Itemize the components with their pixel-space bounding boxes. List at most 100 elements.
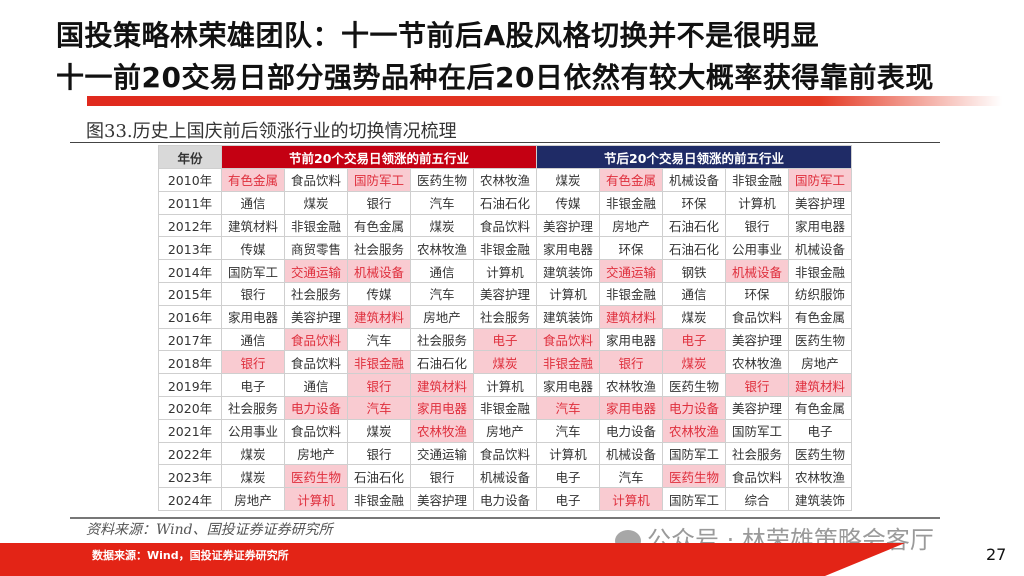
post-holiday-industry-cell: 机械设备 (725, 259, 789, 283)
post-holiday-industry-cell: 医药生物 (788, 327, 852, 352)
post-holiday-industry-cell: 石油石化 (662, 213, 726, 238)
pre-holiday-industry-cell: 美容护理 (284, 304, 348, 329)
post-holiday-industry-cell: 农林牧渔 (599, 373, 663, 397)
post-holiday-industry-cell: 农林牧渔 (725, 350, 789, 375)
pre-holiday-industry-cell: 银行 (347, 441, 411, 466)
post-holiday-industry-cell: 建筑装饰 (536, 259, 600, 283)
figure-caption: 图33.历史上国庆前后领涨行业的切换情况梳理 (86, 121, 457, 142)
post-holiday-industry-cell: 家用电器 (788, 213, 852, 238)
post-holiday-industry-cell: 有色金属 (788, 395, 852, 420)
post-holiday-industry-cell: 交通运输 (599, 259, 663, 283)
pre-holiday-industry-cell: 通信 (410, 259, 474, 283)
pre-holiday-industry-cell: 银行 (347, 190, 411, 215)
year-cell: 2010年 (158, 168, 222, 192)
table-row: 2011年 通信 煤炭 银行 汽车 石油石化 传媒 非银金融 环保 计算机 美容护理 (158, 190, 852, 215)
year-cell: 2015年 (158, 281, 222, 306)
year-cell: 2014年 (158, 259, 222, 283)
post-holiday-industry-cell: 环保 (725, 281, 789, 306)
year-cell: 2016年 (158, 304, 222, 329)
header-post-holiday: 节后20个交易日领涨的前五行业 (536, 145, 852, 169)
post-holiday-industry-cell: 非银金融 (599, 281, 663, 306)
pre-holiday-industry-cell: 煤炭 (347, 418, 411, 443)
post-holiday-industry-cell: 电子 (788, 418, 852, 443)
pre-holiday-industry-cell: 汽车 (410, 190, 474, 215)
post-holiday-industry-cell: 电子 (536, 487, 600, 511)
pre-holiday-industry-cell: 非银金融 (473, 395, 537, 420)
pre-holiday-industry-cell: 社会服务 (473, 304, 537, 329)
pre-holiday-industry-cell: 商贸零售 (284, 236, 348, 261)
post-holiday-industry-cell: 银行 (599, 350, 663, 375)
post-holiday-industry-cell: 家用电器 (599, 327, 663, 352)
pre-holiday-industry-cell: 煤炭 (221, 441, 285, 466)
pre-holiday-industry-cell: 通信 (284, 373, 348, 397)
pre-holiday-industry-cell: 医药生物 (410, 168, 474, 192)
table-row: 2024年 房地产 计算机 非银金融 美容护理 电力设备 电子 计算机 国防军工 综合 建筑装饰 (158, 487, 852, 511)
pre-holiday-industry-cell: 社会服务 (221, 395, 285, 420)
pre-holiday-industry-cell: 银行 (410, 464, 474, 489)
post-holiday-industry-cell: 计算机 (536, 441, 600, 466)
table-row: 2017年 通信 食品饮料 汽车 社会服务 电子 食品饮料 家用电器 电子 美容护理 医药生物 (158, 327, 852, 352)
pre-holiday-industry-cell: 煤炭 (221, 464, 285, 489)
pre-holiday-industry-cell: 食品饮料 (473, 213, 537, 238)
pre-holiday-industry-cell: 计算机 (473, 373, 537, 397)
post-holiday-industry-cell: 电子 (536, 464, 600, 489)
pre-holiday-industry-cell: 美容护理 (473, 281, 537, 306)
pre-holiday-industry-cell: 房地产 (284, 441, 348, 466)
post-holiday-industry-cell: 环保 (599, 236, 663, 261)
post-holiday-industry-cell: 医药生物 (788, 441, 852, 466)
post-holiday-industry-cell: 银行 (725, 373, 789, 397)
table-row: 2014年 国防军工 交通运输 机械设备 通信 计算机 建筑装饰 交通运输 钢铁 机械设备 非银金融 (158, 259, 852, 283)
post-holiday-industry-cell: 传媒 (536, 190, 600, 215)
post-holiday-industry-cell: 农林牧渔 (662, 418, 726, 443)
pre-holiday-industry-cell: 电力设备 (284, 395, 348, 420)
year-cell: 2022年 (158, 441, 222, 466)
table-row: 2012年 建筑材料 非银金融 有色金属 煤炭 食品饮料 美容护理 房地产 石油石化 银行 家用电器 (158, 213, 852, 238)
pre-holiday-industry-cell: 电子 (221, 373, 285, 397)
post-holiday-industry-cell: 建筑材料 (788, 373, 852, 397)
post-holiday-industry-cell: 计算机 (725, 190, 789, 215)
post-holiday-industry-cell: 国防军工 (788, 168, 852, 192)
post-holiday-industry-cell: 非银金融 (788, 259, 852, 283)
post-holiday-industry-cell: 电子 (662, 327, 726, 352)
pre-holiday-industry-cell: 电力设备 (473, 487, 537, 511)
slide-title-line-1: 国投策略林荣雄团队：十一节前后A股风格切换并不是很明显 (56, 19, 820, 52)
pre-holiday-industry-cell: 房地产 (221, 487, 285, 511)
industry-rotation-table: 年份 节前20个交易日领涨的前五行业 节后20个交易日领涨的前五行业 2010年… (158, 145, 852, 511)
post-holiday-industry-cell: 建筑装饰 (536, 304, 600, 329)
post-holiday-industry-cell: 建筑装饰 (788, 487, 852, 511)
pre-holiday-industry-cell: 房地产 (473, 418, 537, 443)
pre-holiday-industry-cell: 煤炭 (473, 350, 537, 375)
post-holiday-industry-cell: 计算机 (599, 487, 663, 511)
table-row: 2022年 煤炭 房地产 银行 交通运输 食品饮料 计算机 机械设备 国防军工 社会服务 医药生物 (158, 441, 852, 466)
post-holiday-industry-cell: 国防军工 (662, 487, 726, 511)
slide-title-line-2: 十一前20交易日部分强势品种在后20日依然有较大概率获得靠前表现 (56, 61, 934, 94)
pre-holiday-industry-cell: 农林牧渔 (410, 236, 474, 261)
post-holiday-industry-cell: 煤炭 (662, 304, 726, 329)
pre-holiday-industry-cell: 美容护理 (410, 487, 474, 511)
pre-holiday-industry-cell: 传媒 (347, 281, 411, 306)
pre-holiday-industry-cell: 电子 (473, 327, 537, 352)
pre-holiday-industry-cell: 家用电器 (221, 304, 285, 329)
post-holiday-industry-cell: 非银金融 (599, 190, 663, 215)
table-row: 2023年 煤炭 医药生物 石油石化 银行 机械设备 电子 汽车 医药生物 食品饮料 农林牧渔 (158, 464, 852, 489)
pre-holiday-industry-cell: 煤炭 (410, 213, 474, 238)
pre-holiday-industry-cell: 家用电器 (410, 395, 474, 420)
post-holiday-industry-cell: 家用电器 (536, 236, 600, 261)
year-cell: 2017年 (158, 327, 222, 352)
pre-holiday-industry-cell: 食品饮料 (284, 168, 348, 192)
pre-holiday-industry-cell: 食品饮料 (284, 350, 348, 375)
year-cell: 2021年 (158, 418, 222, 443)
pre-holiday-industry-cell: 非银金融 (347, 350, 411, 375)
post-holiday-industry-cell: 房地产 (599, 213, 663, 238)
post-holiday-industry-cell: 石油石化 (662, 236, 726, 261)
post-holiday-industry-cell: 银行 (725, 213, 789, 238)
pre-holiday-industry-cell: 社会服务 (347, 236, 411, 261)
post-holiday-industry-cell: 食品饮料 (536, 327, 600, 352)
table-row: 2018年 银行 食品饮料 非银金融 石油石化 煤炭 非银金融 银行 煤炭 农林牧渔 房地产 (158, 350, 852, 375)
post-holiday-industry-cell: 非银金融 (725, 168, 789, 192)
post-holiday-industry-cell: 美容护理 (725, 395, 789, 420)
table-row: 2021年 公用事业 食品饮料 煤炭 农林牧渔 房地产 汽车 电力设备 农林牧渔 国防军工 电子 (158, 418, 852, 443)
pre-holiday-industry-cell: 计算机 (473, 259, 537, 283)
pre-holiday-industry-cell: 非银金融 (473, 236, 537, 261)
pre-holiday-industry-cell: 农林牧渔 (473, 168, 537, 192)
